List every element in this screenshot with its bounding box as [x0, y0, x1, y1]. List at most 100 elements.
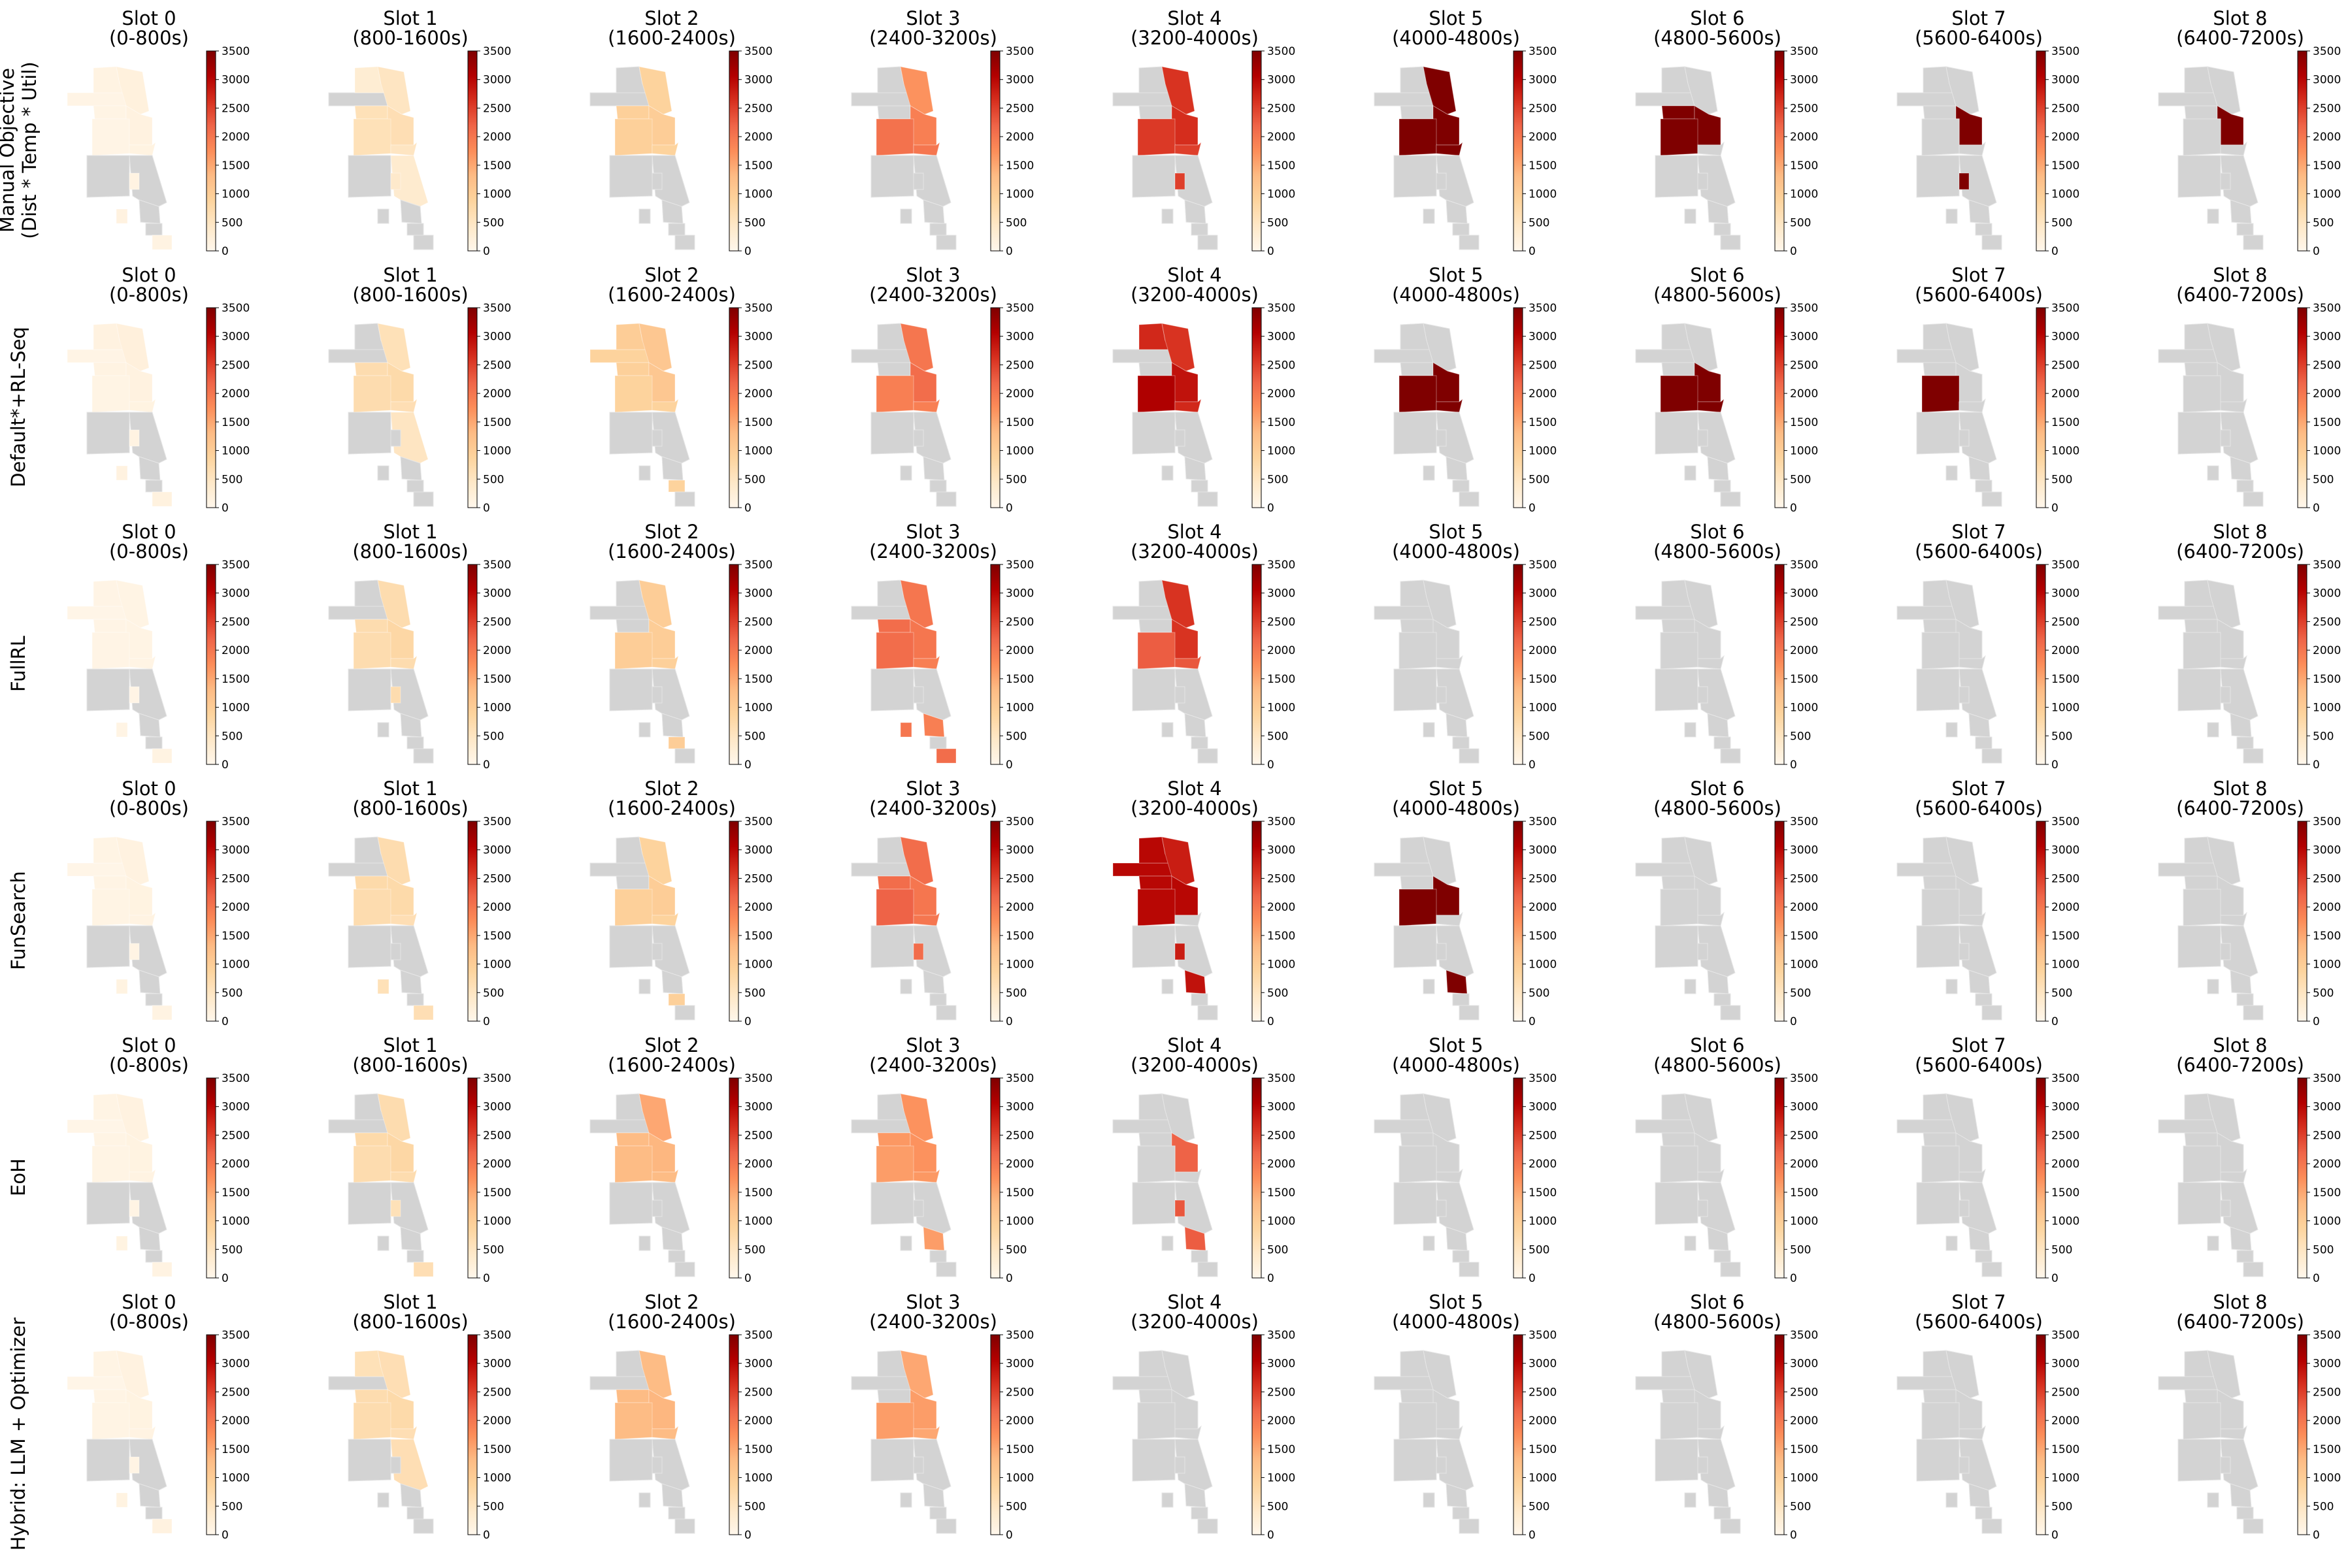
colorbar-tick-label: 0 [2051, 502, 2059, 515]
region-fs1 [1975, 480, 1992, 493]
colorbar [1251, 307, 1262, 508]
region-fs1 [668, 736, 686, 749]
choropleth-map [1635, 323, 1741, 507]
region-sl [1959, 172, 1970, 190]
region-fs2 [674, 1518, 695, 1534]
region-fs2 [1981, 491, 2002, 507]
region-fs2 [413, 235, 434, 250]
region-cw [1137, 1145, 1176, 1183]
region-lw [616, 1389, 650, 1403]
colorbar-tick-label: 2000 [1790, 1414, 1818, 1428]
region-lw [1661, 1132, 1695, 1147]
region-ss2 [1945, 465, 1958, 481]
region-nw [1896, 606, 1957, 620]
region-lw [354, 105, 388, 120]
panel-title: Slot 1 [383, 1291, 437, 1313]
panel-subtitle: (4800-5600s) [1653, 1311, 1781, 1333]
colorbar-tick-label: 2000 [2313, 644, 2341, 657]
colorbar-tick-label: 3500 [2313, 302, 2341, 315]
region-cw [91, 632, 130, 670]
panel-subtitle: (800-1600s) [352, 27, 468, 49]
region-cw [1137, 375, 1176, 413]
colorbar-tick-label: 3500 [2051, 1072, 2079, 1085]
region-sw [2177, 412, 2221, 455]
colorbar [729, 821, 739, 1022]
region-fs1 [1975, 1250, 1992, 1263]
region-ce [1959, 1168, 1986, 1183]
colorbar-tick-label: 500 [744, 1243, 765, 1256]
region-nw [2158, 349, 2218, 363]
region-fs1 [1452, 480, 1470, 493]
choropleth-map [67, 580, 173, 764]
region-sw [1916, 155, 1960, 198]
region-nw [2158, 1119, 2218, 1134]
panel-title: Slot 3 [906, 264, 960, 286]
colorbar-tick-label: 3500 [2313, 559, 2341, 572]
colorbar-tick-label: 2500 [1267, 1129, 1295, 1142]
region-nw [1112, 862, 1172, 877]
region-sl [1174, 1456, 1185, 1474]
region-lw [2184, 619, 2218, 633]
region-ce [1959, 911, 1986, 926]
colorbar-tick-label: 1500 [1006, 930, 1034, 943]
region-fs1 [2236, 480, 2254, 493]
region-fs2 [1459, 1005, 1480, 1021]
colorbar-tick-label: 3000 [744, 844, 772, 857]
panel-subtitle: (1600-2400s) [608, 1311, 736, 1333]
region-sl [390, 1200, 401, 1217]
colorbar-tick-label: 1500 [1267, 930, 1295, 943]
region-cw [1921, 632, 1960, 670]
region-ce [2220, 1168, 2247, 1183]
colorbar-tick-label: 2000 [1267, 1158, 1295, 1171]
colorbar-tick-label: 0 [2313, 759, 2320, 772]
region-cw [1921, 1145, 1960, 1183]
colorbar-tick-label: 1500 [222, 416, 250, 429]
map-panel: Slot 8(6400-7200s) 0 500 1000 1500 2000 2500 30… [2158, 777, 2341, 1028]
region-cw [1660, 632, 1698, 670]
colorbar-tick-label: 0 [744, 1272, 752, 1285]
region-sw [2177, 925, 2221, 968]
region-cw [91, 1145, 130, 1183]
panel-title: Slot 4 [1167, 521, 1221, 543]
region-fs1 [1713, 736, 1731, 749]
region-fs2 [1197, 748, 1218, 764]
choropleth-map [1635, 1350, 1741, 1534]
region-fs1 [2236, 736, 2254, 749]
panel-title: Slot 5 [1429, 521, 1483, 543]
colorbar-tick-label: 3000 [222, 844, 250, 857]
colorbar-tick-label: 1500 [1529, 930, 1557, 943]
colorbar-tick-label: 1000 [1006, 188, 1034, 201]
region-cw [1660, 889, 1698, 926]
region-cw [1398, 118, 1437, 156]
region-sw [1393, 1439, 1437, 1482]
colorbar-tick-label: 2500 [1790, 359, 1818, 372]
region-nw [1635, 862, 1695, 877]
panel-title: Slot 0 [122, 264, 176, 286]
region-lw [1923, 1132, 1957, 1147]
region-ce [129, 1168, 156, 1183]
panel-subtitle: (1600-2400s) [608, 284, 736, 306]
colorbar-tick-label: 2500 [483, 102, 511, 115]
panel-title: Slot 5 [1429, 264, 1483, 286]
colorbar-tick-label: 3500 [1529, 1329, 1557, 1342]
colorbar [729, 564, 739, 765]
map-panel: Slot 3(2400-3200s) 0 500 1000 1500 2000 2500 30… [851, 1291, 1034, 1542]
region-ce [1959, 655, 1986, 670]
region-cw [614, 632, 653, 670]
choropleth-map [589, 1350, 695, 1534]
choropleth-map [328, 580, 434, 764]
colorbar-tick-label: 2500 [2051, 1386, 2079, 1399]
region-lw [1661, 1389, 1695, 1403]
colorbar-tick-label: 3000 [1529, 844, 1557, 857]
choropleth-map [328, 1093, 434, 1277]
colorbar-tick-label: 3000 [222, 331, 250, 344]
colorbar-tick-label: 1000 [1006, 958, 1034, 972]
choropleth-map [589, 836, 695, 1021]
colorbar-tick-label: 3500 [2051, 1329, 2079, 1342]
colorbar-tick-label: 1000 [744, 1472, 772, 1485]
region-nw [67, 1376, 127, 1390]
region-ss2 [116, 1235, 128, 1251]
colorbar-tick-label: 2000 [2313, 1414, 2341, 1428]
region-ce [2220, 141, 2247, 156]
colorbar-tick-label: 0 [483, 759, 490, 772]
